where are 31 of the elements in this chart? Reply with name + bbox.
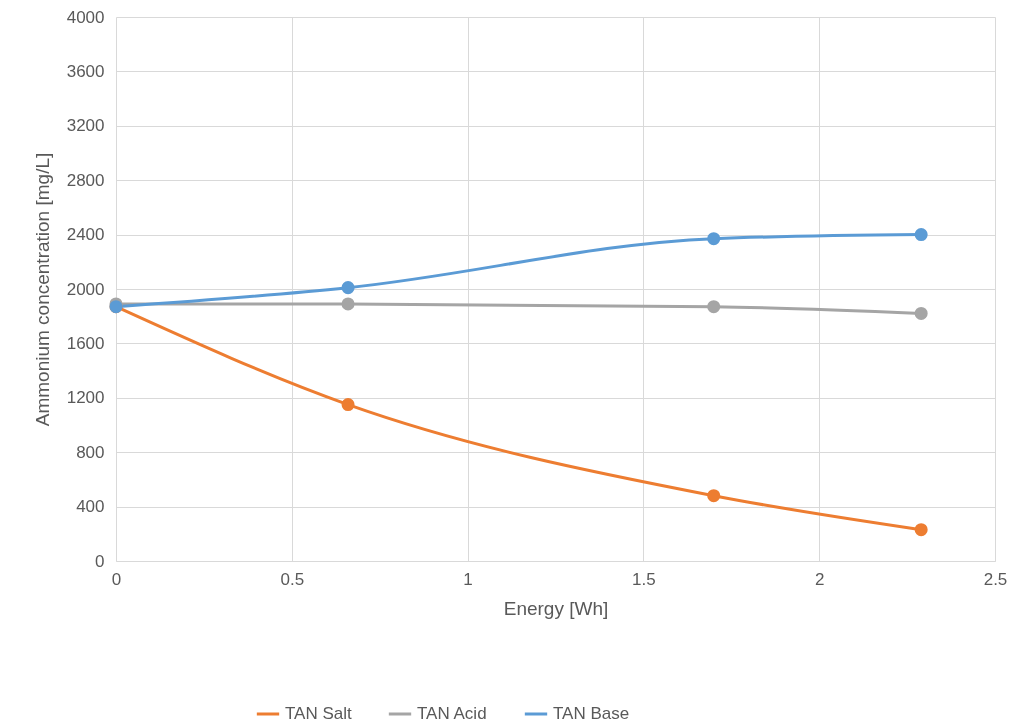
- point: [707, 300, 721, 314]
- x-tick-label: 2: [814, 569, 825, 589]
- x-axis-title: Energy [Wh]: [503, 597, 609, 619]
- y-tick-label: 1600: [66, 333, 105, 353]
- legend-label: TAN Base: [553, 704, 630, 723]
- y-tick-label: 0: [95, 551, 105, 571]
- legend-label: TAN Acid: [417, 704, 487, 723]
- point: [341, 398, 355, 412]
- point: [914, 306, 928, 320]
- x-tick-label: 1: [463, 569, 473, 589]
- x-tick-label: 2.5: [983, 569, 1008, 589]
- y-tick-label: 400: [76, 497, 105, 517]
- point: [914, 523, 928, 537]
- point: [341, 297, 355, 311]
- y-axis-title: Ammonium concentration [mg/L]: [31, 152, 53, 427]
- x-tick-label: 1.5: [632, 569, 656, 589]
- y-tick-label: 1200: [66, 388, 105, 408]
- y-tick-label: 2800: [66, 170, 105, 190]
- y-tick-label: 4000: [66, 7, 105, 27]
- x-tick-label: 0.5: [280, 569, 305, 589]
- point: [707, 232, 721, 246]
- x-tick-label: 0: [111, 569, 122, 589]
- legend-label: TAN Salt: [285, 704, 353, 723]
- y-tick-label: 2000: [66, 279, 105, 299]
- y-tick-label: 800: [76, 442, 105, 462]
- y-tick-label: 2400: [66, 225, 105, 245]
- y-tick-label: 3600: [66, 61, 105, 81]
- point: [341, 281, 355, 295]
- point: [707, 489, 721, 503]
- point: [914, 228, 928, 242]
- y-tick-label: 3200: [66, 116, 105, 136]
